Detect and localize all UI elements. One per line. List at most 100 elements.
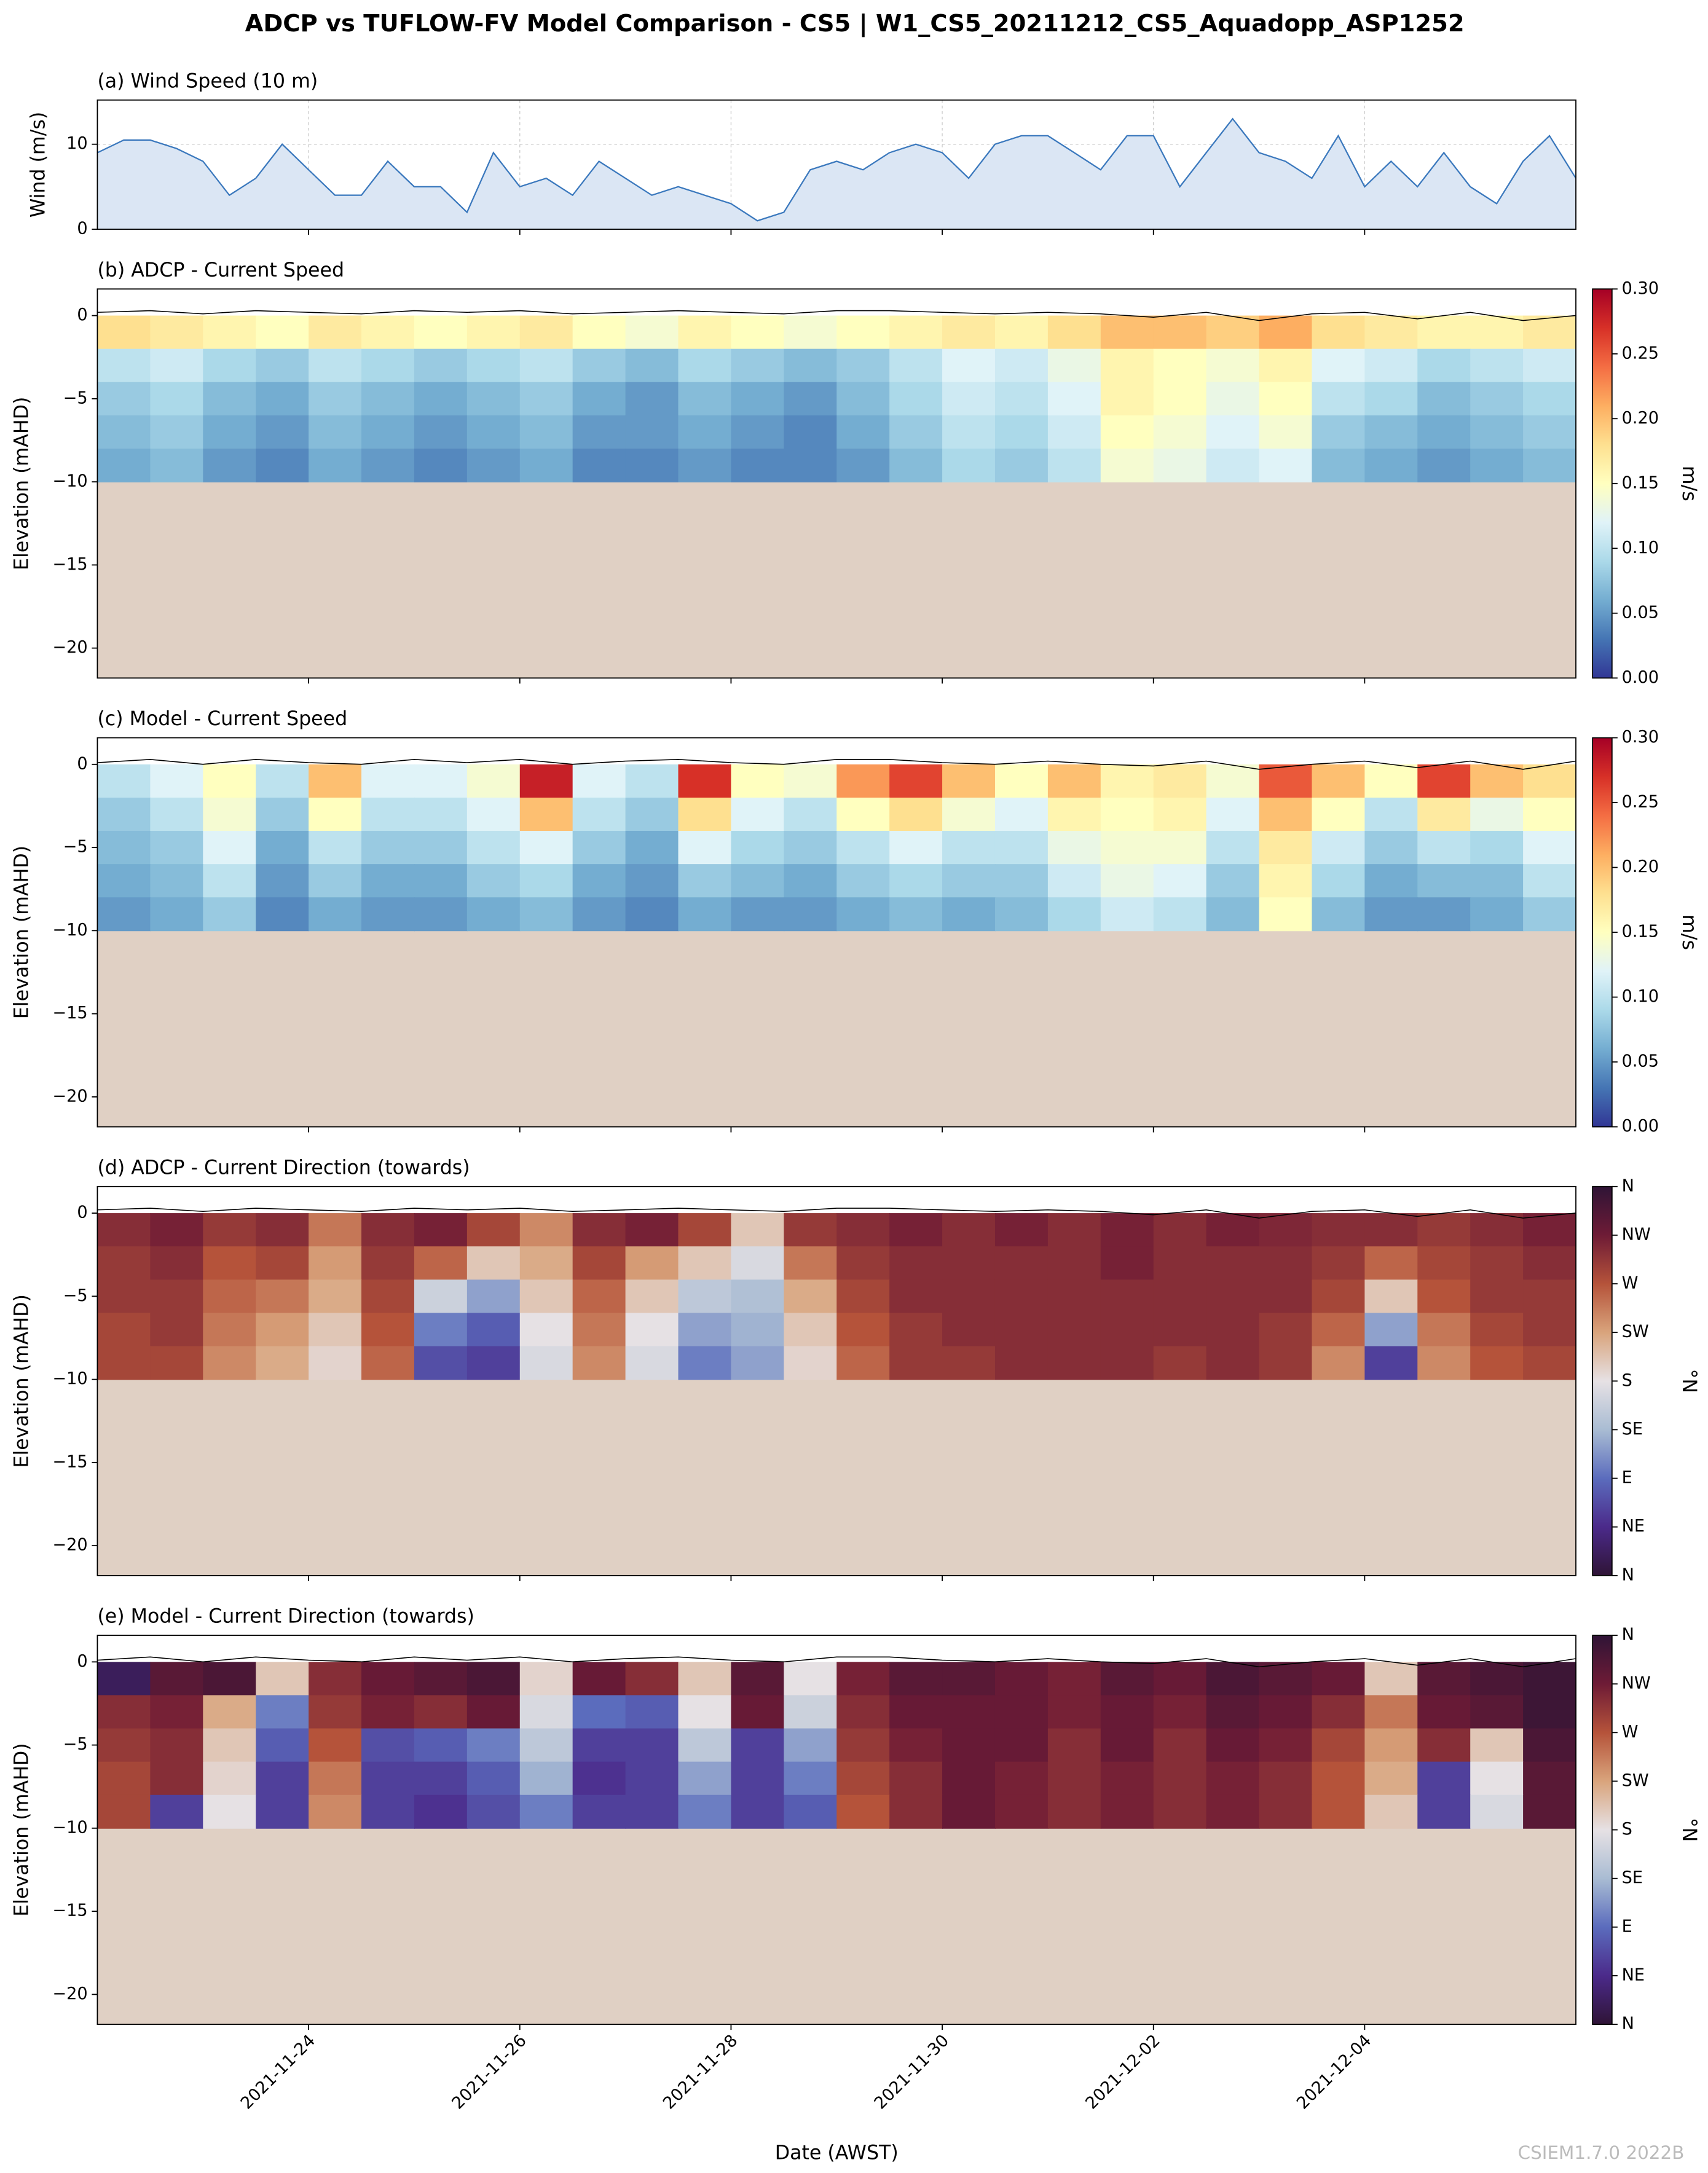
x-tick-label: 2021-11-24 — [237, 2031, 319, 2113]
colorbar-tick-label: 0.10 — [1622, 987, 1659, 1006]
heatmap-cell — [1259, 864, 1313, 898]
heatmap-cell — [309, 1313, 362, 1347]
heatmap-cell — [1153, 1662, 1207, 1696]
heatmap-cell — [1417, 1695, 1471, 1729]
heatmap-cell — [150, 1662, 204, 1696]
heatmap-cell — [678, 1761, 732, 1796]
y-tick-label: −20 — [52, 638, 87, 657]
heatmap-cell — [625, 1794, 679, 1829]
water-surface — [97, 1656, 1576, 1668]
heatmap-cell — [836, 1246, 891, 1281]
heatmap-cell — [203, 1313, 257, 1347]
heatmap-cell — [414, 348, 468, 383]
heatmap-cell — [1047, 764, 1101, 798]
heatmap-cell — [784, 448, 838, 482]
heatmap-cell — [466, 1794, 521, 1829]
heatmap-cell — [414, 1246, 468, 1281]
heatmap-cell — [836, 831, 891, 865]
y-tick-label: −10 — [52, 1369, 87, 1388]
colorbar-tick-label: N — [1622, 2014, 1634, 2034]
y-tick-label: −10 — [52, 1818, 87, 1837]
heatmap-cell — [784, 1728, 838, 1762]
heatmap-cell — [1364, 1313, 1419, 1347]
heatmap-cell — [889, 897, 943, 932]
heatmap-cell — [466, 897, 521, 932]
heatmap-cell — [1100, 764, 1154, 798]
heatmap-cell — [414, 1695, 468, 1729]
axes-frame — [96, 288, 1576, 679]
heatmap-cell — [203, 1794, 257, 1829]
heatmap-cell — [150, 1246, 204, 1281]
heatmap-cell — [1523, 1761, 1576, 1796]
y-tick-label: −20 — [52, 1984, 87, 2003]
heatmap-cell — [150, 831, 204, 865]
heatmap-cell — [942, 382, 996, 416]
heatmap-cell — [203, 897, 257, 932]
heatmap-cell — [361, 1246, 415, 1281]
y-tick-label: −15 — [52, 1004, 87, 1023]
heatmap-cell — [309, 315, 362, 350]
heatmap-cell — [150, 897, 204, 932]
heatmap-cell — [1100, 1213, 1154, 1248]
heatmap-cell — [1470, 1346, 1524, 1380]
heatmap-cell — [150, 1728, 204, 1762]
heatmap-cell — [1259, 1346, 1313, 1380]
heatmap-cell — [784, 1279, 838, 1314]
heatmap-cell — [1417, 1346, 1471, 1380]
y-tick-label: −15 — [52, 555, 87, 574]
heatmap-cell — [1523, 1246, 1576, 1281]
heatmap-cell — [1364, 797, 1419, 831]
heatmap-cell — [994, 1346, 1049, 1380]
heatmap-cell — [1312, 1213, 1366, 1248]
heatmap-cell — [1153, 831, 1207, 865]
heatmap-cell — [1417, 415, 1471, 449]
heatmap-cell — [519, 448, 573, 482]
colorbar-tick-label: N — [1622, 1176, 1634, 1195]
heatmap-cell — [203, 1761, 257, 1796]
heatmap-cell — [519, 1728, 573, 1762]
heatmap-cell — [1100, 1346, 1154, 1380]
heatmap-cell — [678, 1728, 732, 1762]
heatmap-cell — [836, 415, 891, 449]
heatmap-cell — [994, 1279, 1049, 1314]
heatmap-cell — [1364, 764, 1419, 798]
heatmap-cell — [784, 797, 838, 831]
heatmap-cell — [466, 864, 521, 898]
heatmap-cell — [1153, 1313, 1207, 1347]
heatmap-cell — [572, 448, 626, 482]
heatmap-cell — [836, 1695, 891, 1729]
heatmap-cell — [572, 1213, 626, 1248]
heatmap-cell — [1100, 382, 1154, 416]
heatmap-cell — [1259, 1695, 1313, 1729]
heatmap-cell — [1523, 831, 1576, 865]
heatmap-cell — [1206, 448, 1260, 482]
heatmap-cell — [889, 864, 943, 898]
heatmap-cell — [203, 1213, 257, 1248]
heatmap-cell — [572, 1761, 626, 1796]
heatmap-cell — [1364, 348, 1419, 383]
heatmap-cell — [414, 1346, 468, 1380]
heatmap-cell — [1312, 864, 1366, 898]
heatmap-cell — [1523, 1728, 1576, 1762]
heatmap-cell — [836, 1662, 891, 1696]
heatmap-cell — [678, 1213, 732, 1248]
heatmap-cell — [942, 864, 996, 898]
y-tick-label: 0 — [77, 219, 87, 238]
heatmap-cell — [889, 415, 943, 449]
heatmap-cell — [1523, 764, 1576, 798]
heatmap-cell — [1100, 897, 1154, 932]
heatmap-cell — [97, 348, 151, 383]
axes-frame — [96, 99, 1576, 230]
heatmap-cell — [1047, 1761, 1101, 1796]
heatmap-cell — [1312, 1794, 1366, 1829]
heatmap-cell — [1259, 1213, 1313, 1248]
heatmap-cell — [97, 1695, 151, 1729]
heatmap-cell — [97, 1279, 151, 1314]
heatmap-cell — [256, 1279, 310, 1314]
heatmap-cell — [994, 831, 1049, 865]
heatmap-cell — [942, 1794, 996, 1829]
heatmap-cell — [994, 448, 1049, 482]
heatmap-cell — [361, 448, 415, 482]
heatmap-cell — [731, 1279, 785, 1314]
